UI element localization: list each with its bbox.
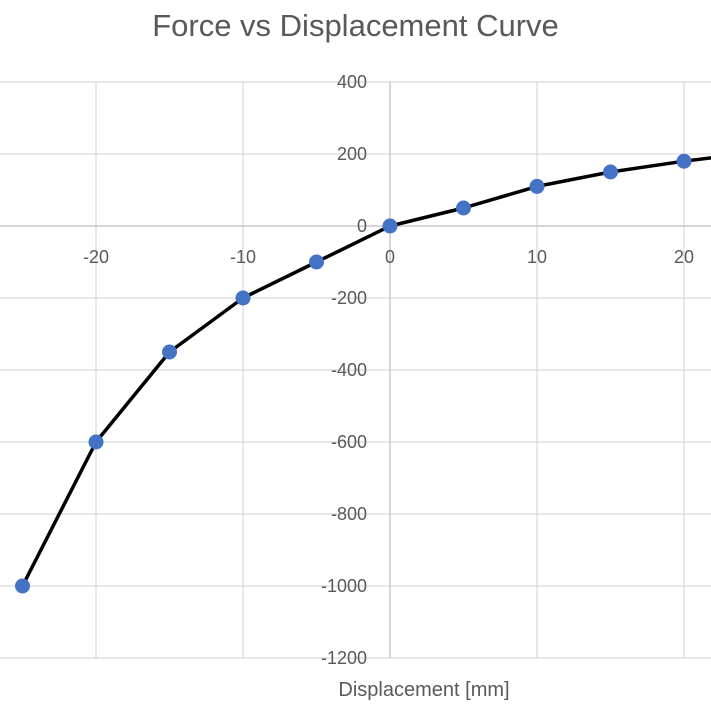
axes <box>0 82 711 658</box>
x-tick-label: 10 <box>527 247 547 267</box>
x-axis-title: Displacement [mm] <box>338 679 509 701</box>
y-tick-label: 0 <box>357 216 367 236</box>
y-tick-label: -400 <box>331 360 367 380</box>
y-tick-label: -1200 <box>321 648 367 668</box>
chart-title: Force vs Displacement Curve <box>152 8 559 43</box>
data-point <box>603 164 618 180</box>
x-tick-label: -10 <box>230 247 256 267</box>
y-tick-label: 400 <box>337 72 367 92</box>
y-tick-label: 200 <box>337 144 367 164</box>
x-tick-label: 20 <box>674 247 694 267</box>
data-series <box>15 153 711 594</box>
data-point <box>382 218 398 234</box>
data-point <box>676 153 692 169</box>
tick-labels: 400 200 0 -200 -400 -600 -800 -1000 -1200 -20 -10 0… <box>83 72 694 668</box>
data-point <box>88 434 104 450</box>
y-tick-label: -1000 <box>321 576 367 596</box>
data-point <box>456 200 471 216</box>
data-point <box>309 254 324 270</box>
gridlines <box>0 81 711 659</box>
data-point <box>529 178 545 194</box>
data-point <box>235 290 251 306</box>
x-tick-label: 0 <box>385 247 395 267</box>
data-point <box>15 578 30 594</box>
data-point <box>162 344 177 360</box>
x-tick-label: -20 <box>83 247 109 267</box>
y-tick-label: -200 <box>331 288 367 308</box>
y-tick-label: -800 <box>331 504 367 524</box>
y-tick-label: -600 <box>331 432 367 452</box>
